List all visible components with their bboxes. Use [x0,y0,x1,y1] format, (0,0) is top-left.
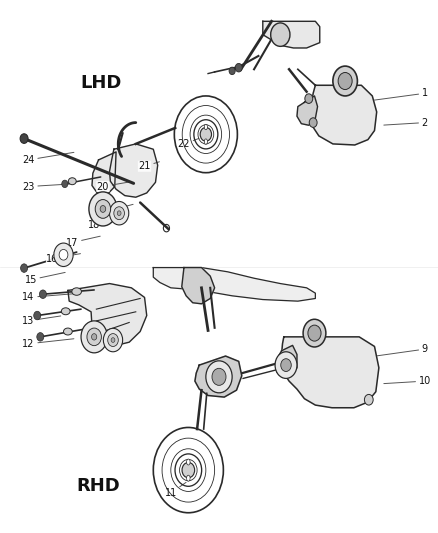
Text: 14: 14 [22,293,78,302]
Circle shape [275,352,297,378]
Text: 9: 9 [371,344,428,357]
Text: 19: 19 [110,204,133,214]
Circle shape [81,321,107,353]
Polygon shape [281,337,379,408]
Circle shape [333,66,357,96]
Circle shape [21,264,28,272]
Text: 13: 13 [22,316,61,326]
Circle shape [114,207,124,220]
Text: 17: 17 [66,236,100,247]
Text: 2: 2 [384,118,428,127]
Circle shape [103,328,123,352]
Circle shape [89,192,117,226]
Polygon shape [276,345,297,377]
Circle shape [229,67,235,75]
Circle shape [212,368,226,385]
Text: 21: 21 [138,161,159,171]
Ellipse shape [61,308,70,314]
Circle shape [95,199,111,219]
Ellipse shape [204,124,208,130]
Circle shape [39,290,46,298]
Ellipse shape [68,178,76,184]
Text: 20: 20 [97,182,131,191]
Polygon shape [68,284,147,345]
Circle shape [364,394,373,405]
Circle shape [117,211,121,215]
Polygon shape [195,356,242,397]
Text: 11: 11 [165,482,186,498]
Circle shape [235,63,242,72]
Circle shape [338,72,352,90]
Circle shape [206,361,232,393]
Polygon shape [110,144,158,197]
Polygon shape [263,21,320,48]
Circle shape [110,201,129,225]
Circle shape [303,319,326,347]
Text: 22: 22 [178,139,199,149]
Text: 1: 1 [368,88,428,101]
Text: LHD: LHD [80,74,121,92]
Text: 23: 23 [22,182,70,191]
Text: 16: 16 [46,254,81,263]
Polygon shape [182,268,215,304]
Ellipse shape [64,328,72,335]
Circle shape [92,334,97,340]
Circle shape [182,463,194,478]
Polygon shape [311,85,377,145]
Circle shape [108,334,118,346]
Circle shape [37,333,44,341]
Circle shape [54,243,73,266]
Text: 24: 24 [22,152,74,165]
Circle shape [20,134,28,143]
Circle shape [100,206,106,212]
Polygon shape [153,268,315,301]
Text: 18: 18 [88,219,122,230]
Text: 12: 12 [22,339,74,349]
Circle shape [309,118,317,127]
Ellipse shape [187,459,190,465]
Circle shape [111,338,115,342]
Ellipse shape [187,475,190,481]
Circle shape [305,94,313,103]
Ellipse shape [72,288,81,295]
Polygon shape [92,152,116,193]
Circle shape [59,249,68,260]
Circle shape [308,325,321,341]
Polygon shape [297,96,318,125]
Circle shape [34,311,41,320]
Circle shape [200,127,212,141]
Circle shape [62,180,68,188]
Circle shape [281,359,291,372]
Text: 10: 10 [384,376,431,386]
Circle shape [271,23,290,46]
Text: 15: 15 [25,272,65,285]
Text: RHD: RHD [77,477,120,495]
Ellipse shape [204,139,208,144]
Circle shape [87,328,102,345]
